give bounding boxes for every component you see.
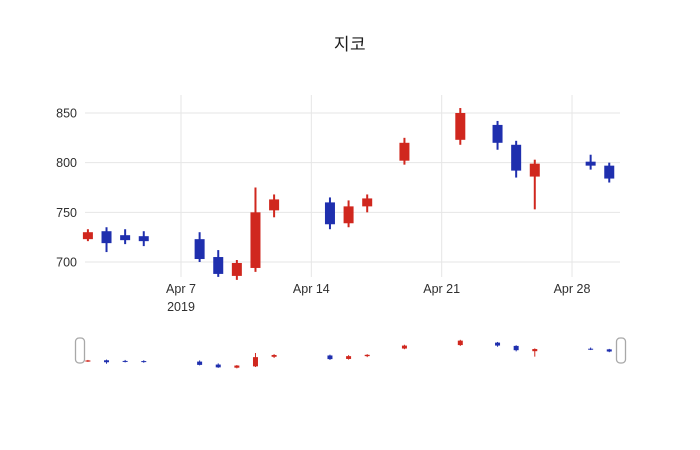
x-tick-label: Apr 28 (554, 282, 591, 296)
rangeslider-candle-body (346, 356, 352, 359)
rangeslider-candle-body (364, 354, 370, 357)
y-tick-label: 700 (56, 256, 77, 270)
candle-body (101, 231, 112, 244)
rangeslider-candle-body (495, 342, 501, 346)
x-tick-sublabel: 2019 (167, 300, 195, 314)
rangeslider-candle-body (606, 349, 612, 352)
x-tick-label: Apr 7 (166, 282, 196, 296)
candle-body (82, 232, 93, 240)
candle-body (250, 212, 261, 268)
rangeslider-candle-body (457, 340, 463, 346)
candle-body (511, 144, 522, 171)
rangeslider-candle-body (271, 354, 277, 357)
x-tick-label: Apr 14 (293, 282, 330, 296)
candle-body (269, 199, 280, 211)
rangeslider-candle-body (197, 361, 203, 365)
rangeslider-candle-body (252, 357, 258, 367)
candle-body (213, 257, 224, 274)
candle-body (399, 142, 410, 161)
candle-body (120, 235, 131, 241)
candle-body (138, 236, 149, 242)
candle-body (194, 239, 205, 260)
rangeslider-candle-body (588, 348, 594, 350)
candle-body (362, 198, 373, 207)
y-tick-label: 850 (56, 107, 77, 121)
range-slider-left-handle[interactable] (74, 337, 86, 364)
x-tick-label: Apr 21 (423, 282, 460, 296)
rangeslider-candle-body (234, 365, 240, 368)
y-tick-label: 800 (56, 156, 77, 170)
candle-body (585, 161, 596, 166)
range-slider-right-handle[interactable] (615, 337, 627, 364)
candle-body (604, 165, 615, 179)
chart-title: 지코 (333, 35, 367, 54)
rangeslider-candle-body (122, 360, 128, 362)
rangeslider-candle-body (104, 360, 110, 363)
rangeslider-candle-body (215, 364, 221, 368)
rangeslider-candle-body (327, 355, 333, 360)
rangeslider-candle-body (141, 361, 147, 363)
range-slider-track[interactable] (85, 331, 620, 373)
rangeslider-candle-body (85, 360, 91, 362)
candle-body (343, 206, 354, 224)
y-tick-label: 750 (56, 206, 77, 220)
candle-body (324, 202, 335, 225)
candle-body (455, 113, 466, 140)
candle-body (529, 163, 540, 177)
rangeslider-candle-body (401, 345, 407, 349)
rangeslider-candle-body (513, 345, 519, 351)
rangeslider-candle-body (532, 349, 538, 352)
candle-body (492, 124, 503, 143)
candle-body (231, 262, 242, 276)
